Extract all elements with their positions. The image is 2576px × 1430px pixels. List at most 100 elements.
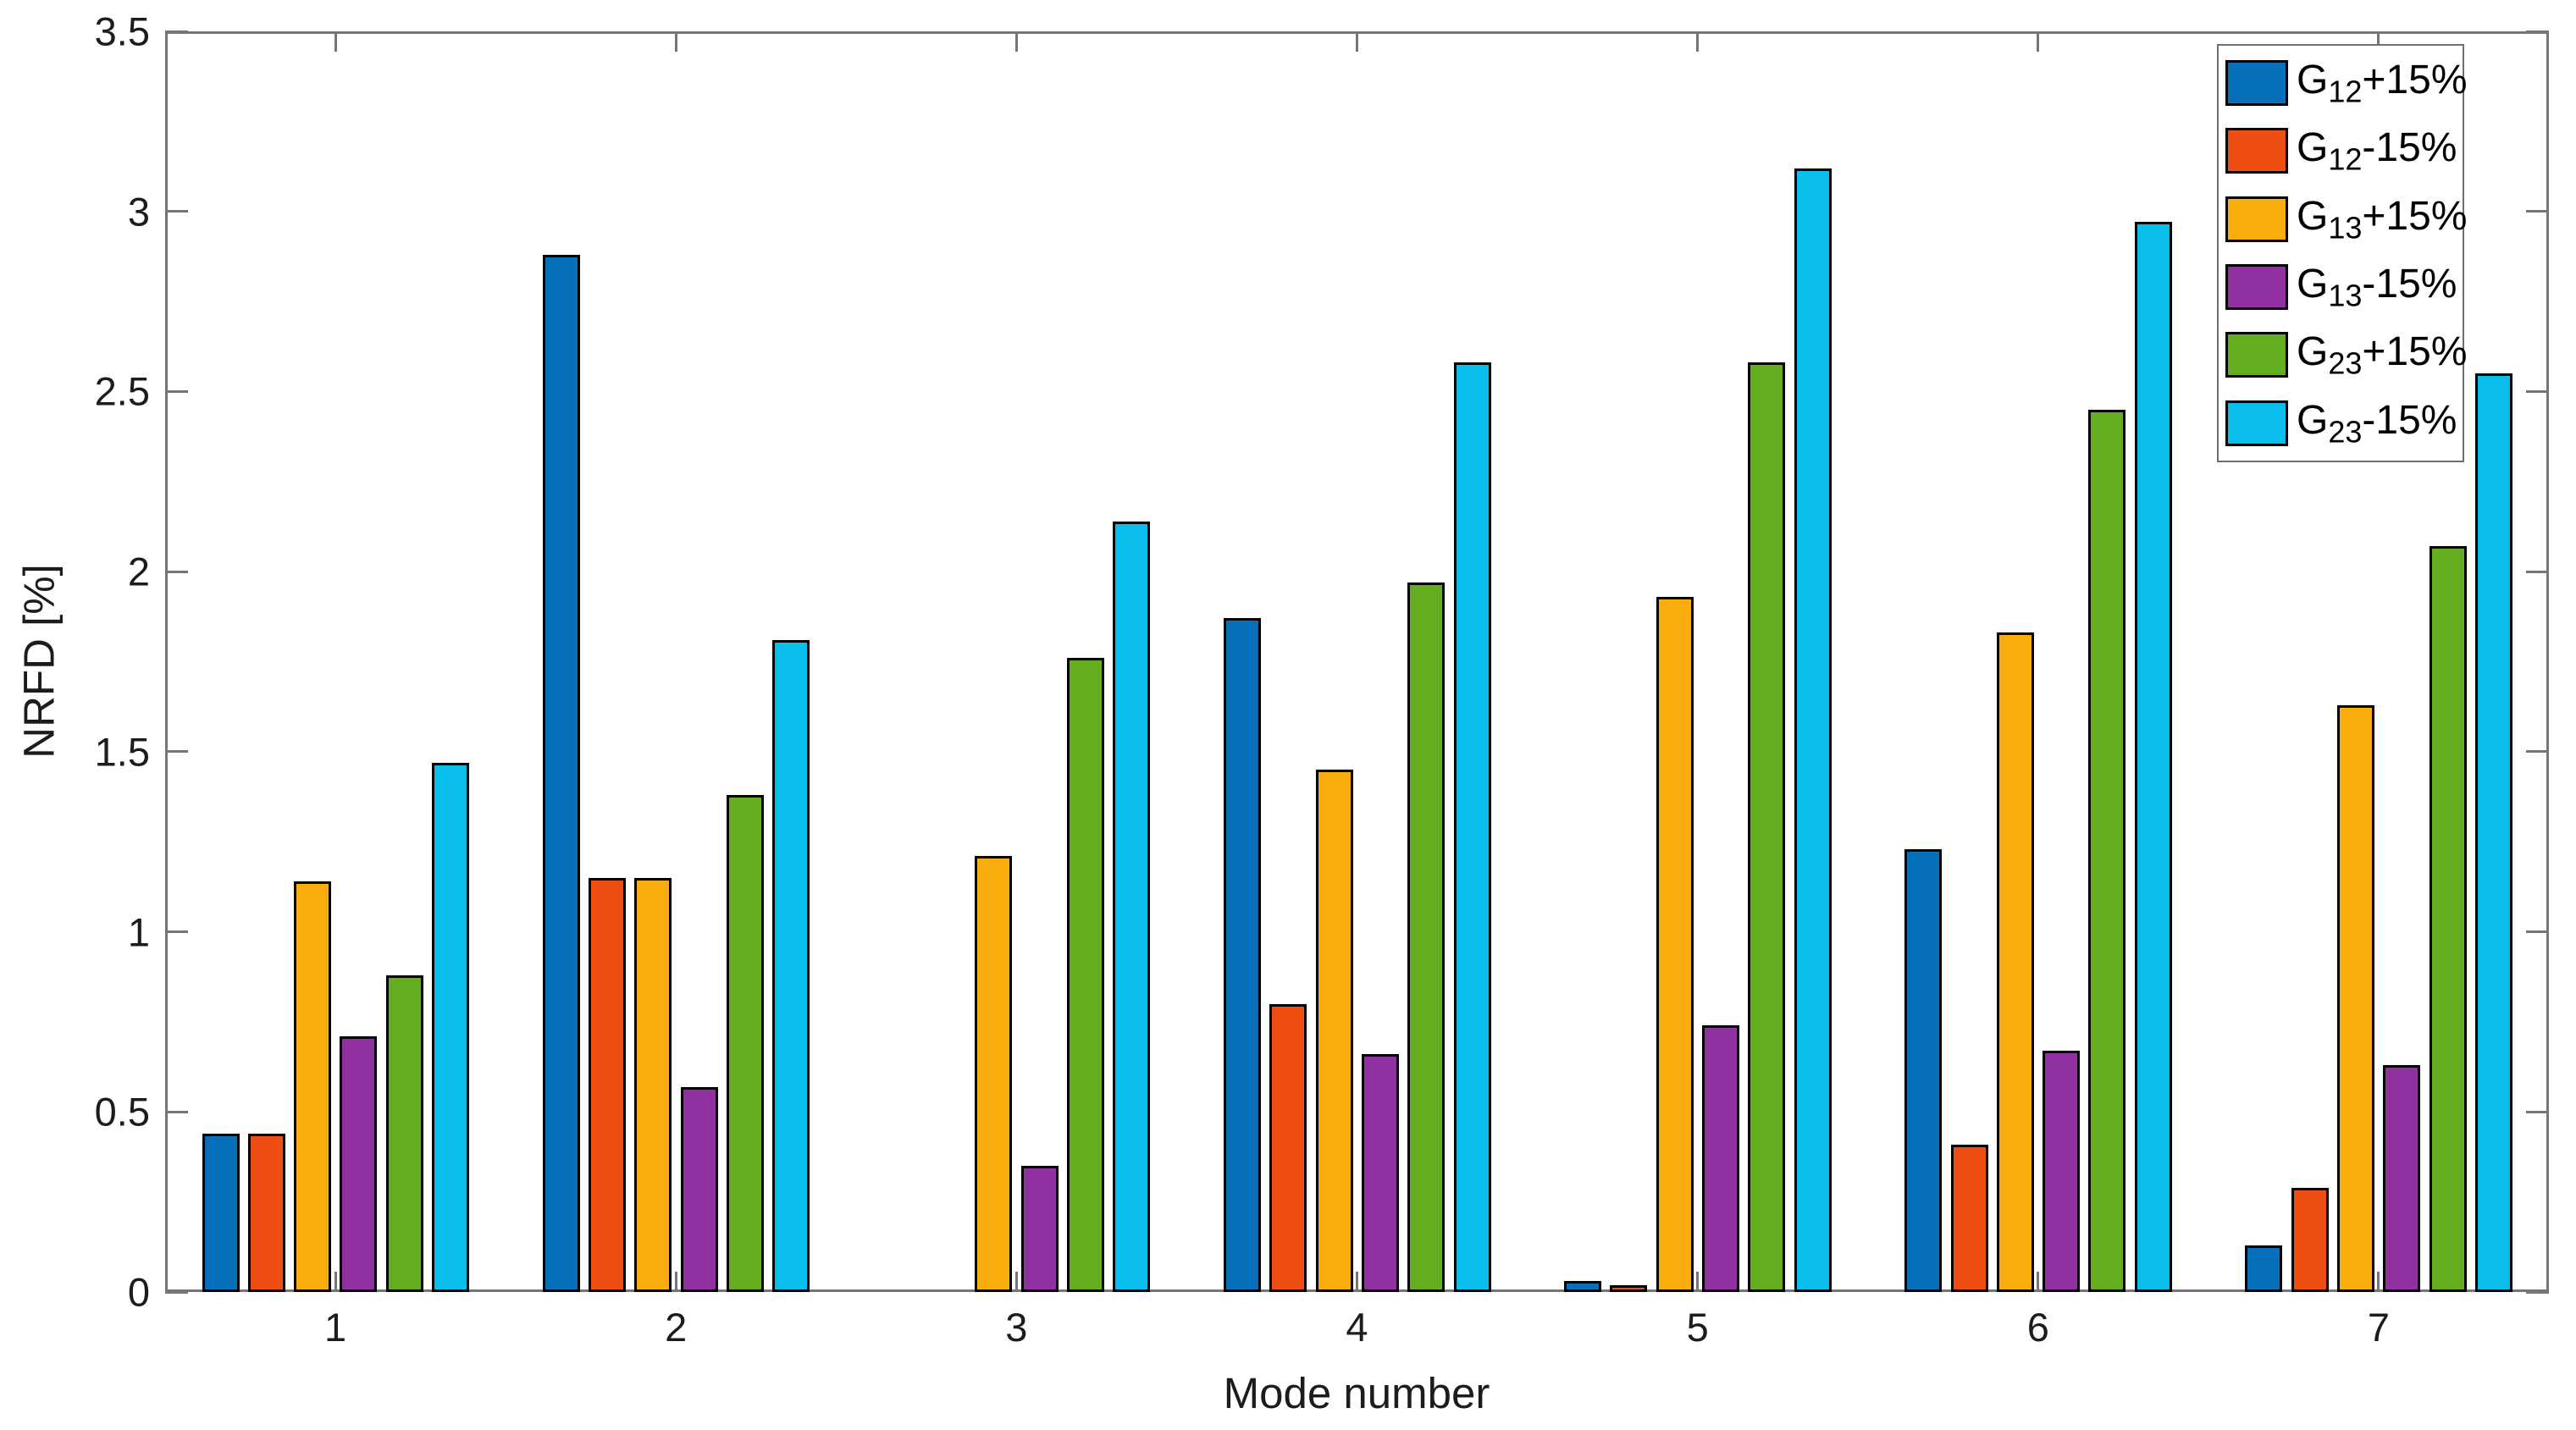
legend-label: G13+15% <box>2297 193 2468 246</box>
bar-G13-15%-mode6 <box>2043 1050 2081 1292</box>
x-tick-label: 4 <box>1346 1305 1368 1350</box>
legend-item-G12-15%: G12-15% <box>2225 118 2463 184</box>
bar-G23-15%-mode2 <box>772 639 810 1292</box>
y-tick-label: 3.5 <box>94 8 150 54</box>
bar-G13-15%-mode2 <box>680 1086 718 1292</box>
bar-G12+15%-mode2 <box>542 254 580 1292</box>
x-tick-mark-top <box>2037 31 2040 52</box>
x-tick-label: 5 <box>1686 1305 1709 1350</box>
bar-G23-15%-mode6 <box>2134 222 2172 1292</box>
legend-item-G12+15%: G12+15% <box>2225 50 2468 116</box>
bar-G13-15%-mode4 <box>1361 1054 1399 1292</box>
y-tick-label: 0 <box>127 1269 150 1315</box>
bar-G13-15%-mode3 <box>1020 1166 1059 1292</box>
x-tick-mark <box>1696 1272 1700 1292</box>
x-tick-mark-top <box>334 31 337 52</box>
legend-label: G12-15% <box>2297 125 2457 177</box>
bar-G12+15%-mode4 <box>1224 618 1261 1292</box>
bar-G13-15%-mode1 <box>340 1035 378 1292</box>
bar-G13-15%-mode7 <box>2383 1064 2421 1292</box>
y-tick-mark <box>165 570 188 573</box>
legend-swatch-G12+15% <box>2225 60 2288 107</box>
bar-G12-15%-mode6 <box>1950 1144 1988 1292</box>
legend-item-G23-15%: G23-15% <box>2225 390 2463 456</box>
legend-item-G23+15%: G23+15% <box>2225 322 2468 388</box>
y-tick-mark <box>165 930 188 934</box>
bar-G13+15%-mode6 <box>1996 632 2034 1292</box>
y-tick-mark <box>165 210 188 213</box>
x-tick-label: 3 <box>1005 1305 1028 1350</box>
y-tick-label: 2.5 <box>94 368 150 414</box>
y-tick-mark-right <box>2526 1290 2549 1294</box>
x-tick-mark-top <box>2377 31 2380 52</box>
x-tick-mark <box>674 1272 677 1292</box>
legend-label: G23-15% <box>2297 397 2457 450</box>
legend-swatch-G23+15% <box>2225 332 2288 378</box>
x-tick-label: 2 <box>665 1305 688 1350</box>
bar-G13+15%-mode2 <box>634 877 672 1292</box>
bar-G23+15%-mode6 <box>2088 409 2126 1292</box>
x-axis-label: Mode number <box>1223 1369 1490 1417</box>
bar-G23+15%-mode4 <box>1407 582 1446 1292</box>
x-tick-mark-top <box>1014 31 1018 52</box>
legend-swatch-G12-15% <box>2225 128 2288 174</box>
bar-G23+15%-mode3 <box>1067 658 1105 1292</box>
x-tick-mark-top <box>1696 31 1700 52</box>
y-axis-label: NRFD [%] <box>14 564 64 759</box>
bar-G13+15%-mode5 <box>1656 596 1694 1292</box>
plot-area: 0 0.5 1 1.5 2 2.5 3 3.5 1 2 3 4 5 6 7 <box>95 9 2549 1350</box>
y-tick-mark-right <box>2526 389 2549 393</box>
y-tick-mark-right <box>2526 570 2549 573</box>
y-tick-mark <box>165 1290 188 1294</box>
bar-G12-15%-mode5 <box>1610 1284 1648 1292</box>
y-tick-label: 1 <box>127 909 150 955</box>
bar-G23-15%-mode5 <box>1794 168 1832 1292</box>
y-tick-label: 1.5 <box>94 729 150 775</box>
bar-G12-15%-mode2 <box>589 877 626 1292</box>
bar-G23-15%-mode1 <box>432 762 470 1292</box>
bar-G23-15%-mode7 <box>2474 373 2512 1292</box>
x-tick-mark-top <box>674 31 677 52</box>
bar-G12+15%-mode1 <box>202 1133 240 1292</box>
bar-G23-15%-mode4 <box>1453 362 1491 1292</box>
legend-swatch-G13-15% <box>2225 264 2288 311</box>
bar-G23+15%-mode2 <box>726 794 764 1292</box>
y-tick-mark-right <box>2526 30 2549 33</box>
bar-G13-15%-mode5 <box>1702 1025 1740 1292</box>
bar-G12+15%-mode6 <box>1904 848 1943 1292</box>
legend-label: G23+15% <box>2297 329 2468 381</box>
legend-swatch-G23-15% <box>2225 400 2288 446</box>
legend-swatch-G13+15% <box>2225 196 2288 242</box>
bar-G13+15%-mode4 <box>1315 770 1353 1292</box>
y-tick-label: 0.5 <box>94 1089 150 1135</box>
x-tick-label: 6 <box>2026 1305 2049 1350</box>
y-tick-mark <box>165 30 188 33</box>
legend-item-G13+15%: G13+15% <box>2225 186 2468 252</box>
x-tick-mark <box>334 1272 337 1292</box>
bar-G13+15%-mode7 <box>2337 704 2375 1292</box>
bar-G23+15%-mode5 <box>1748 362 1786 1292</box>
y-tick-mark-right <box>2526 210 2549 213</box>
y-tick-mark-right <box>2526 750 2549 754</box>
y-tick-mark-right <box>2526 930 2549 934</box>
y-tick-label: 2 <box>127 549 150 594</box>
legend: G12+15% G12-15% G13+15% G13-15% G23+15% G23-1… <box>2217 44 2468 462</box>
x-tick-label: 7 <box>2367 1305 2390 1350</box>
x-tick-mark <box>1014 1272 1018 1292</box>
y-tick-label: 3 <box>127 189 150 235</box>
bar-G13+15%-mode3 <box>975 856 1013 1292</box>
plot-border-right <box>2546 31 2549 1292</box>
x-tick-mark <box>2377 1272 2380 1292</box>
x-tick-mark-top <box>1356 31 1358 52</box>
legend-label: G12+15% <box>2297 57 2468 109</box>
bar-G12+15%-mode5 <box>1564 1281 1602 1292</box>
y-tick-mark <box>165 1110 188 1113</box>
y-axis-line <box>165 31 168 1292</box>
legend-item-G13-15%: G13-15% <box>2225 254 2463 320</box>
bar-G13+15%-mode1 <box>294 881 332 1292</box>
x-tick-mark <box>2037 1272 2040 1292</box>
bar-G12-15%-mode7 <box>2291 1187 2329 1292</box>
legend-label: G13-15% <box>2297 261 2457 313</box>
bar-G23+15%-mode1 <box>385 974 423 1292</box>
